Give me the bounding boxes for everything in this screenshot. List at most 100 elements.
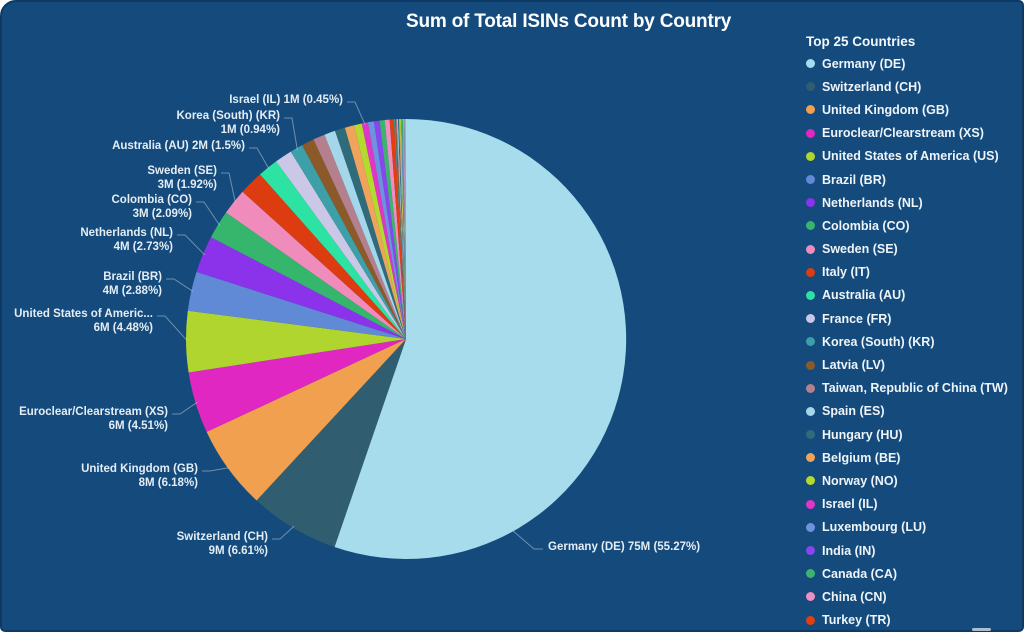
pie-slice-other-12[interactable] <box>405 118 406 339</box>
pie-slice-other-10[interactable] <box>403 118 406 339</box>
pie-slice-korea-south-kr[interactable] <box>290 145 406 339</box>
pie-slice-australia-au[interactable] <box>260 161 406 339</box>
pie-label-leader-line <box>249 147 270 170</box>
legend-swatch <box>806 615 815 625</box>
legend-item-belgium-be[interactable]: Belgium (BE) <box>806 446 1020 469</box>
legend-item-italy-it[interactable]: Italy (IT) <box>806 261 1020 284</box>
legend-item-taiwan-republic-of-china-tw[interactable]: Taiwan, Republic of China (TW) <box>806 377 1020 400</box>
pie-label-colombia-co: Colombia (CO) 3M (2.09%) <box>112 194 193 221</box>
pie-slice-netherlands-nl[interactable] <box>196 237 407 339</box>
pie-slice-china-cn[interactable] <box>384 119 406 339</box>
chart-title: Sum of Total ISINs Count by Country <box>406 11 732 32</box>
legend-item-label: Colombia (CO) <box>822 218 910 233</box>
legend-item-label: Sweden (SE) <box>822 242 898 257</box>
legend-item-norway-no[interactable]: Norway (NO) <box>806 469 1020 492</box>
legend-item-united-states-of-america-us[interactable]: United States of America (US) <box>806 145 1020 168</box>
pie-slice-sweden-se[interactable] <box>226 191 406 339</box>
legend-item-israel-il[interactable]: Israel (IL) <box>806 493 1020 516</box>
pie-slice-other-1[interactable] <box>394 119 406 340</box>
legend-item-label: Turkey (TR) <box>822 613 891 628</box>
legend-item-label: Hungary (HU) <box>822 427 903 442</box>
pie-slice-other-6[interactable] <box>399 119 406 339</box>
legend-item-colombia-co[interactable]: Colombia (CO) <box>806 214 1020 237</box>
pie-label-line: Korea (South) (KR) <box>176 110 281 122</box>
pie-slice-israel-il[interactable] <box>361 122 406 339</box>
legend-item-hungary-hu[interactable]: Hungary (HU) <box>806 423 1020 446</box>
pie-slice-other-4[interactable] <box>397 119 406 339</box>
pie-slice-other-2[interactable] <box>395 119 406 339</box>
pie-slice-turkey-tr[interactable] <box>389 119 406 339</box>
legend-swatch <box>806 290 815 300</box>
pie-label-line: 1M (0.94%) <box>220 123 280 136</box>
pie-slice-spain-es[interactable] <box>324 130 407 339</box>
pie-slice-latvia-lv[interactable] <box>302 139 406 339</box>
pie-slice-norway-no[interactable] <box>354 123 406 340</box>
legend-item-australia-au[interactable]: Australia (AU) <box>806 284 1020 307</box>
pie-slice-italy-it[interactable] <box>242 174 407 339</box>
legend-item-canada-ca[interactable]: Canada (CA) <box>806 562 1020 585</box>
legend-swatch <box>806 128 815 138</box>
pie-slice-other-7[interactable] <box>400 119 406 339</box>
pie-label-leader-line <box>202 467 230 472</box>
legend-item-label: France (FR) <box>822 311 892 326</box>
legend-item-france-fr[interactable]: France (FR) <box>806 307 1020 330</box>
legend-item-india-in[interactable]: India (IN) <box>806 539 1020 562</box>
legend-item-united-kingdom-gb[interactable]: United Kingdom (GB) <box>806 98 1020 121</box>
legend-item-label: China (CN) <box>822 589 887 604</box>
horizontal-scrollbar-thumb[interactable] <box>972 628 991 631</box>
pie-label-switzerland-ch: Switzerland (CH) 9M (6.61%) <box>177 531 268 558</box>
legend-item-germany-de[interactable]: Germany (DE) <box>806 52 1020 75</box>
pie-slice-taiwan-republic-of-china-tw[interactable] <box>313 134 407 339</box>
legend-item-latvia-lv[interactable]: Latvia (LV) <box>806 353 1020 376</box>
legend-item-luxembourg-lu[interactable]: Luxembourg (LU) <box>806 516 1020 539</box>
legend-swatch <box>806 360 815 370</box>
legend-item-label: Israel (IL) <box>822 497 878 512</box>
legend-item-china-cn[interactable]: China (CN) <box>806 585 1020 608</box>
pie-slice-other-3[interactable] <box>396 119 406 339</box>
pie-slice-colombia-co[interactable] <box>211 212 406 340</box>
pie-slice-united-kingdom-gb[interactable] <box>206 339 406 501</box>
pie-slice-brazil-br[interactable] <box>187 271 406 339</box>
legend-item-euroclear-clearstream-xs[interactable]: Euroclear/Clearstream (XS) <box>806 122 1020 145</box>
legend-swatch <box>806 337 815 347</box>
pie-label-line: 6M (4.51%) <box>108 419 168 432</box>
pie-slice-other-9[interactable] <box>402 118 406 339</box>
legend-item-switzerland-ch[interactable]: Switzerland (CH) <box>806 75 1020 98</box>
legend-swatch <box>806 522 815 532</box>
legend-item-netherlands-nl[interactable]: Netherlands (NL) <box>806 191 1020 214</box>
pie-slice-germany-de[interactable] <box>334 118 627 559</box>
pie-slice-switzerland-ch[interactable] <box>256 339 406 547</box>
pie-slice-luxembourg-lu[interactable] <box>367 121 406 340</box>
legend-item-spain-es[interactable]: Spain (ES) <box>806 400 1020 423</box>
pie-slice-france-fr[interactable] <box>276 151 406 339</box>
legend-swatch <box>806 476 815 486</box>
legend-item-label: Euroclear/Clearstream (XS) <box>822 126 984 141</box>
pie-label-leader-line <box>347 101 366 126</box>
pie-slice-canada-ca[interactable] <box>379 120 407 339</box>
legend-swatch <box>806 383 815 393</box>
pie-slice-euroclear-clearstream-xs[interactable] <box>188 339 406 432</box>
pie-slice-belgium-be[interactable] <box>344 125 406 339</box>
pie-slice-india-in[interactable] <box>373 120 406 339</box>
pie-label-line: Colombia (CO) <box>111 194 193 206</box>
legend-item-korea-south-kr[interactable]: Korea (South) (KR) <box>806 330 1020 353</box>
legend-swatch <box>806 175 815 185</box>
pie-label-line: Euroclear/Clearstream (XS) <box>19 406 168 418</box>
legend-item-label: Korea (South) (KR) <box>822 334 935 349</box>
pie-slice-other-5[interactable] <box>398 119 406 339</box>
pie-slice-other-8[interactable] <box>401 119 406 339</box>
legend-swatch <box>806 406 815 416</box>
legend-item-sweden-se[interactable]: Sweden (SE) <box>806 238 1020 261</box>
pie-label-line: 6M (4.48%) <box>93 321 153 334</box>
pie-label-leader-line <box>166 278 194 293</box>
pie-slice-united-states-of-america-us[interactable] <box>186 310 406 373</box>
legend-item-turkey-tr[interactable]: Turkey (TR) <box>806 609 1020 632</box>
pie-label-euroclear-clearstream-xs: Euroclear/Clearstream (XS) 6M (4.51%) <box>19 406 168 433</box>
pie-label-leader-line <box>284 117 298 151</box>
pie-slice-other-11[interactable] <box>404 118 406 339</box>
legend-item-label: United States of America (US) <box>822 149 999 164</box>
legend-item-brazil-br[interactable]: Brazil (BR) <box>806 168 1020 191</box>
pie-slice-hungary-hu[interactable] <box>335 127 406 339</box>
legend-swatch <box>806 151 815 161</box>
